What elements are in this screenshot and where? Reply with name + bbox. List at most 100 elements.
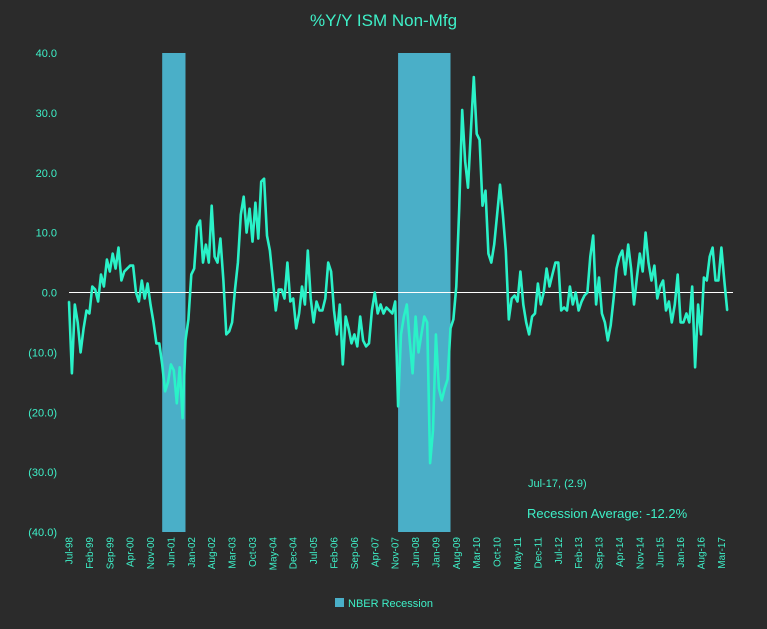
data-point xyxy=(301,285,303,288)
data-point xyxy=(650,279,653,282)
data-point xyxy=(598,276,600,279)
last-value-annotation: Jul-17, (2.9) xyxy=(528,478,587,490)
data-point xyxy=(222,279,225,282)
data-point xyxy=(438,387,440,390)
data-point xyxy=(624,273,627,276)
data-point xyxy=(545,267,548,270)
data-point xyxy=(126,267,129,270)
data-point xyxy=(71,372,73,375)
data-point xyxy=(76,321,79,324)
data-point xyxy=(493,243,495,246)
data-point xyxy=(554,261,557,264)
data-point xyxy=(385,306,388,309)
x-tick-label: Jul-05 xyxy=(309,537,320,565)
data-point xyxy=(129,264,131,267)
data-point xyxy=(175,402,178,405)
data-point xyxy=(251,240,254,243)
data-point xyxy=(193,267,196,270)
data-point xyxy=(557,261,560,264)
data-point xyxy=(403,315,405,318)
x-tick-label: May-04 xyxy=(268,537,279,571)
data-point xyxy=(688,321,691,324)
data-point xyxy=(682,321,685,324)
legend: NBER Recession xyxy=(335,598,433,610)
y-tick-label: (40.0) xyxy=(28,527,57,539)
y-tick-label: 30.0 xyxy=(36,108,57,120)
data-point xyxy=(473,76,475,78)
data-point xyxy=(245,231,248,234)
data-point xyxy=(135,291,137,294)
data-point xyxy=(534,312,536,315)
data-point xyxy=(82,327,85,330)
data-point xyxy=(516,300,519,303)
x-tick-label: Dec-11 xyxy=(533,537,544,569)
x-tick-label: Apr-14 xyxy=(615,537,626,567)
data-point xyxy=(537,282,539,285)
data-point xyxy=(123,270,126,273)
data-point xyxy=(609,324,612,327)
data-point xyxy=(339,303,341,306)
x-tick-label: Nov-14 xyxy=(635,537,646,570)
data-point xyxy=(190,273,193,276)
data-point xyxy=(199,219,201,222)
data-point xyxy=(202,261,204,264)
data-point xyxy=(365,345,367,348)
data-point xyxy=(400,333,402,336)
data-point xyxy=(572,303,574,306)
data-point xyxy=(277,288,280,291)
data-point xyxy=(74,303,76,306)
data-point xyxy=(391,312,394,315)
data-point xyxy=(446,378,449,381)
data-point xyxy=(717,279,720,282)
data-point xyxy=(589,255,592,258)
data-point xyxy=(612,297,615,300)
data-point xyxy=(539,303,542,306)
data-point xyxy=(490,261,493,264)
x-tick-label: Jun-08 xyxy=(411,537,422,568)
data-point xyxy=(213,255,216,258)
data-point xyxy=(225,333,228,336)
data-point xyxy=(671,321,673,324)
data-point xyxy=(574,291,577,294)
data-point xyxy=(475,133,478,135)
data-point xyxy=(97,300,99,303)
data-point xyxy=(694,366,696,369)
data-point xyxy=(647,261,650,264)
x-tick-label: Jun-01 xyxy=(166,537,177,568)
data-point xyxy=(440,399,443,402)
data-point xyxy=(68,300,70,303)
data-point xyxy=(260,180,263,183)
data-point xyxy=(618,255,621,258)
data-point xyxy=(368,342,370,345)
legend-label: NBER Recession xyxy=(348,598,433,610)
data-point xyxy=(362,339,364,342)
data-point xyxy=(321,309,324,312)
data-point xyxy=(429,462,431,464)
data-point xyxy=(173,369,175,372)
data-point xyxy=(231,321,233,324)
data-point xyxy=(164,390,166,393)
x-tick-label: Oct-10 xyxy=(493,537,504,567)
data-point xyxy=(481,204,484,207)
x-tick-label: Aug-02 xyxy=(207,537,218,570)
data-point xyxy=(705,279,708,282)
data-point xyxy=(359,315,362,318)
data-point xyxy=(636,276,638,279)
x-tick-label: Apr-07 xyxy=(370,537,381,567)
data-point xyxy=(470,130,472,132)
data-point xyxy=(510,297,513,300)
data-point xyxy=(621,249,624,252)
data-point xyxy=(461,109,463,111)
data-point xyxy=(106,258,108,261)
data-point xyxy=(344,315,347,318)
data-point xyxy=(420,333,423,336)
data-point xyxy=(91,285,94,288)
data-point xyxy=(487,252,490,255)
data-point xyxy=(307,249,309,252)
data-point xyxy=(272,279,274,282)
data-point xyxy=(266,234,268,237)
data-point xyxy=(155,342,158,345)
data-point xyxy=(108,270,111,273)
x-tick-label: Aug-09 xyxy=(452,537,463,570)
data-point xyxy=(449,327,452,330)
